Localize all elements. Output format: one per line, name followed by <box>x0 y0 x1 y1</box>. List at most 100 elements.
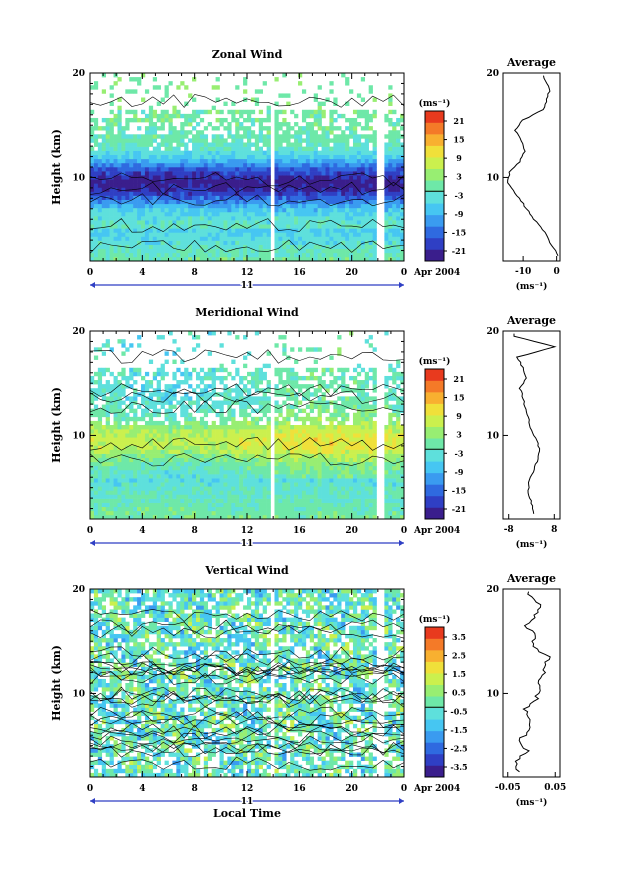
heatmap-cell <box>318 482 322 486</box>
heatmap-cell <box>392 147 396 151</box>
heatmap-cell <box>326 494 330 498</box>
heatmap-cell <box>322 134 326 138</box>
heatmap-cell <box>192 187 196 191</box>
heatmap-cell <box>239 155 243 159</box>
heatmap-cell <box>243 364 247 368</box>
heatmap-cell <box>373 187 377 191</box>
heatmap-cell <box>192 347 196 351</box>
heatmap-cell <box>239 249 243 253</box>
heatmap-cell <box>133 200 137 204</box>
heatmap-cell <box>169 155 173 159</box>
heatmap-cell <box>106 384 110 388</box>
heatmap-cell <box>310 503 314 507</box>
heatmap-cell <box>337 511 341 515</box>
heatmap-cell <box>298 347 302 351</box>
heatmap-cell <box>259 417 263 421</box>
heatmap-cell <box>267 106 271 110</box>
heatmap-cell <box>365 253 369 257</box>
heatmap-cell <box>216 249 220 253</box>
day-label: 11 <box>241 281 254 291</box>
heatmap-cell <box>106 151 110 155</box>
heatmap-cell <box>255 372 259 376</box>
heatmap-cell <box>255 454 259 458</box>
heatmap-cell <box>94 163 98 167</box>
heatmap-cell <box>176 474 180 478</box>
heatmap-cell <box>247 445 251 449</box>
heatmap-cell <box>231 155 235 159</box>
heatmap-cell <box>365 196 369 200</box>
heatmap-cell <box>161 98 165 102</box>
heatmap-cell <box>251 433 255 437</box>
heatmap-cell <box>196 433 200 437</box>
heatmap-cell <box>114 499 118 503</box>
heatmap-cell <box>251 228 255 232</box>
heatmap-cell <box>247 212 251 216</box>
heatmap-cell <box>216 503 220 507</box>
heatmap-cell <box>282 335 286 339</box>
heatmap-cell <box>278 511 282 515</box>
heatmap-cell <box>220 458 224 462</box>
heatmap-cell <box>373 212 377 216</box>
heatmap-cell <box>306 384 310 388</box>
heatmap-cell <box>192 437 196 441</box>
heatmap-cell <box>200 433 204 437</box>
heatmap-cell <box>200 462 204 466</box>
heatmap-cell <box>106 454 110 458</box>
heatmap-cell <box>121 478 125 482</box>
heatmap-cell <box>223 171 227 175</box>
heatmap-cell <box>153 228 157 232</box>
heatmap-cell <box>337 429 341 433</box>
heatmap-cell <box>94 187 98 191</box>
heatmap-cell <box>184 204 188 208</box>
heatmap-cell <box>388 167 392 171</box>
heatmap-cell <box>117 179 121 183</box>
heatmap-cell <box>114 236 118 240</box>
heatmap-cell <box>255 147 259 151</box>
heatmap-cell <box>235 200 239 204</box>
heatmap-cell <box>98 384 102 388</box>
heatmap-cell <box>263 392 267 396</box>
heatmap-cell <box>329 478 333 482</box>
heatmap-cell <box>329 171 333 175</box>
heatmap-cell <box>349 89 353 93</box>
heatmap-cell <box>117 167 121 171</box>
heatmap-cell <box>306 245 310 249</box>
colorbar-swatch <box>425 249 444 261</box>
heatmap-cell <box>263 81 267 85</box>
heatmap-cell <box>251 151 255 155</box>
heatmap-cell <box>208 499 212 503</box>
heatmap-cell <box>259 499 263 503</box>
heatmap-cell <box>341 155 345 159</box>
heatmap-cell <box>149 433 153 437</box>
heatmap-cell <box>243 503 247 507</box>
heatmap-cell <box>239 486 243 490</box>
heatmap-cell <box>345 232 349 236</box>
heatmap-cell <box>94 396 98 400</box>
heatmap-cell <box>129 466 133 470</box>
heatmap-cell <box>274 507 278 511</box>
heatmap-cell <box>294 220 298 224</box>
heatmap-cell <box>231 151 235 155</box>
heatmap-cell <box>94 155 98 159</box>
heatmap-cell <box>329 228 333 232</box>
heatmap-cell <box>145 155 149 159</box>
heatmap-cell <box>192 388 196 392</box>
heatmap-cell <box>90 499 94 503</box>
heatmap-cell <box>298 155 302 159</box>
heatmap-cell <box>365 183 369 187</box>
average-x-tick-label: -10 <box>515 267 531 277</box>
heatmap-cell <box>90 482 94 486</box>
heatmap-cell <box>114 142 118 146</box>
heatmap-cell <box>259 167 263 171</box>
heatmap-cell <box>145 425 149 429</box>
heatmap-cell <box>220 400 224 404</box>
heatmap-cell <box>161 458 165 462</box>
heatmap-cell <box>251 474 255 478</box>
heatmap-cell <box>114 249 118 253</box>
heatmap-cell <box>223 187 227 191</box>
heatmap-cell <box>274 208 278 212</box>
heatmap-cell <box>326 507 330 511</box>
heatmap-cell <box>267 466 271 470</box>
heatmap-cell <box>161 126 165 130</box>
heatmap-cell <box>137 425 141 429</box>
